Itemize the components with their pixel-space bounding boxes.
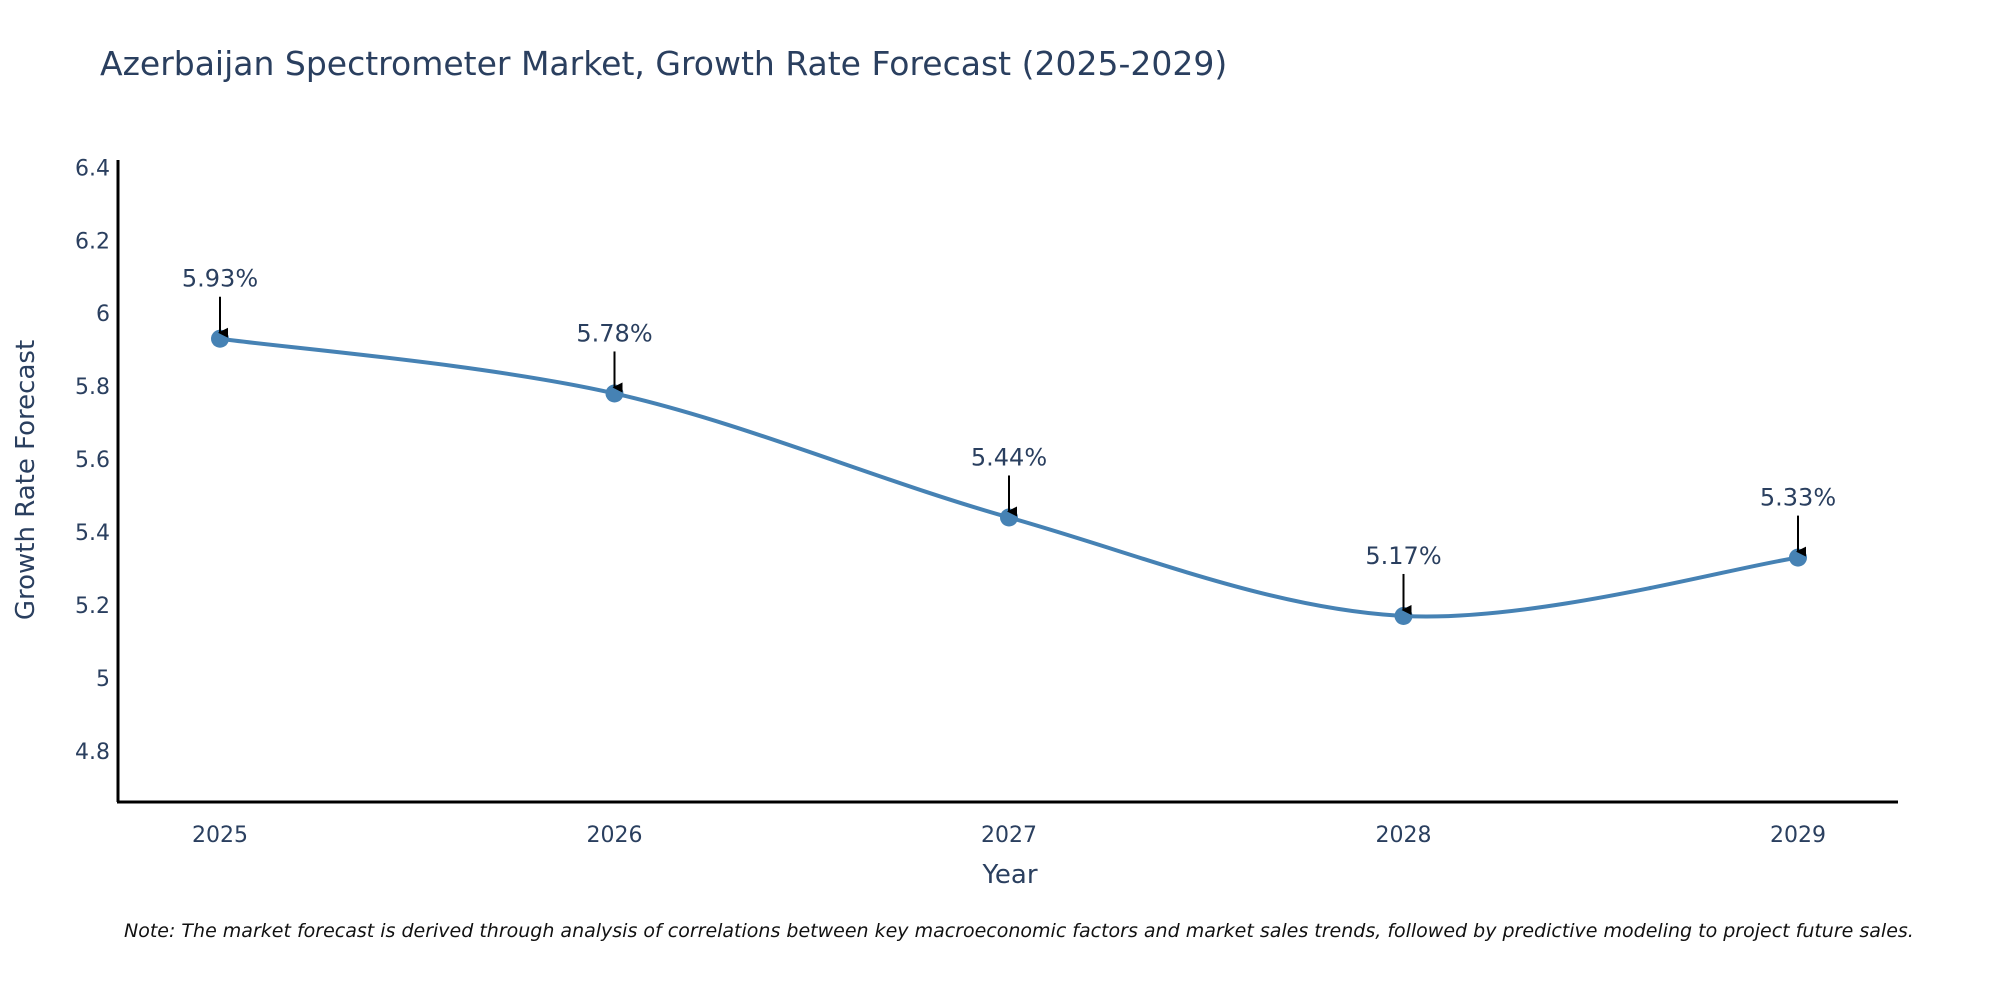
y-tick-label: 5.6 [75, 448, 110, 473]
data-label: 5.78% [576, 319, 652, 347]
y-tick-label: 5.4 [75, 521, 110, 546]
x-tick-label: 2025 [192, 823, 248, 848]
y-tick-label: 5.8 [75, 375, 110, 400]
data-label: 5.33% [1760, 484, 1836, 512]
y-tick-label: 5.2 [75, 594, 110, 619]
x-tick-label: 2028 [1376, 823, 1432, 848]
y-tick-label: 6.4 [75, 156, 110, 181]
x-tick-label: 2026 [587, 823, 643, 848]
y-tick-label: 6.2 [75, 229, 110, 254]
data-label: 5.17% [1365, 542, 1441, 570]
y-tick-label: 6 [96, 302, 110, 327]
data-label: 5.93% [182, 265, 258, 293]
x-tick-label: 2027 [981, 823, 1037, 848]
chart-title: Azerbaijan Spectrometer Market, Growth R… [100, 44, 1228, 83]
y-tick-label: 4.8 [75, 740, 110, 765]
footnote: Note: The market forecast is derived thr… [124, 920, 1914, 942]
y-tick-label: 5 [96, 667, 110, 692]
data-label: 5.44% [971, 443, 1047, 471]
x-axis-title: Year [982, 860, 1038, 890]
x-tick-label: 2029 [1770, 823, 1826, 848]
